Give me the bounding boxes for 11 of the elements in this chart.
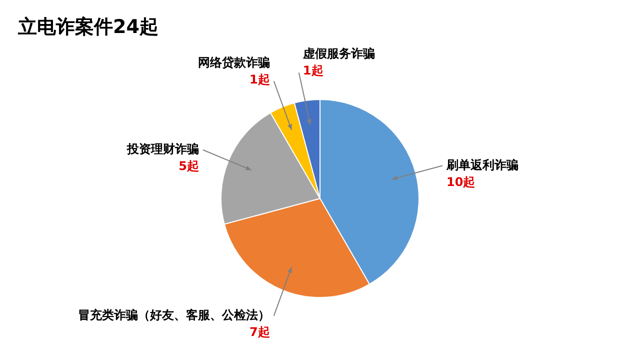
data-label: 1起 — [302, 64, 324, 78]
data-label: 10起 — [446, 174, 476, 189]
chart-title: 立电诈案件24起 — [17, 15, 160, 40]
slice-label: 网络贷款诈骗 — [198, 55, 270, 70]
slice-label: 刷单返利诈骗 — [446, 158, 519, 172]
slice-label: 投资理财诈骗 — [126, 142, 199, 156]
slice-label: 虚假服务诈骗 — [302, 46, 375, 61]
data-label: 7起 — [250, 324, 270, 339]
data-label: 1起 — [250, 72, 270, 86]
slice-label: 冒充类诈骗（好友、客服、公检法） — [78, 308, 270, 322]
data-label: 5起 — [178, 159, 199, 174]
